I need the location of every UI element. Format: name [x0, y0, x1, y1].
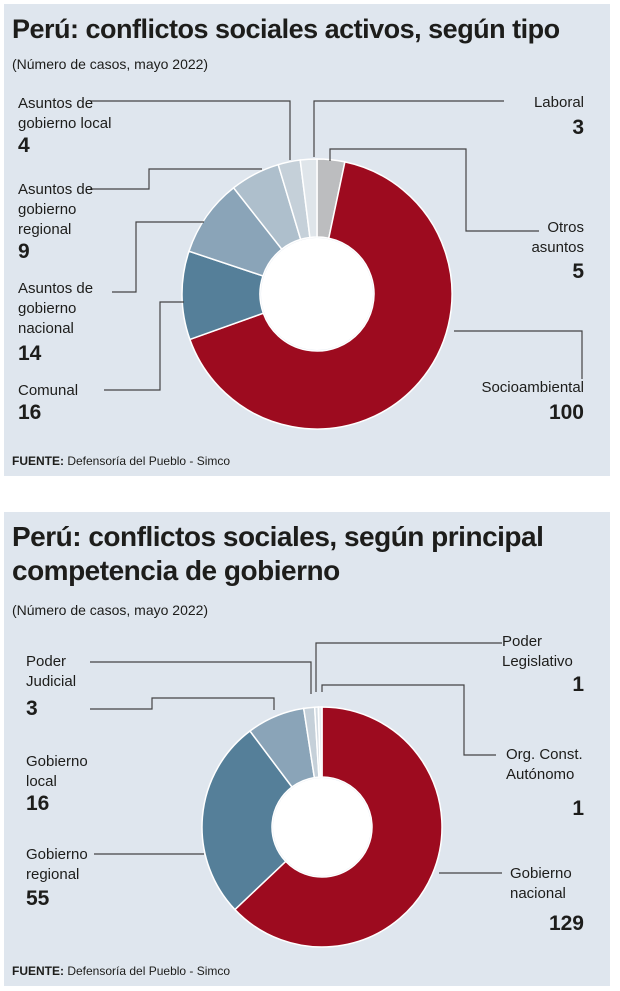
slice-laboral	[299, 158, 318, 239]
chart-subtitle: (Número de casos, mayo 2022)	[12, 56, 209, 72]
chart-panel-competencia: Perú: conflictos sociales, según princip…	[4, 512, 610, 986]
value-laboral: 3	[572, 116, 584, 139]
value-socioambiental: 100	[548, 401, 584, 424]
label-poder-judicial: Poder Judicial	[26, 653, 77, 690]
slice-gobierno-regional	[201, 729, 294, 911]
leader-line-laboral	[313, 100, 504, 157]
value-comunal: 16	[18, 401, 42, 424]
value-gobierno-regional: 55	[26, 887, 50, 910]
donut-chart-tipo	[90, 100, 583, 430]
leader-line-judicial	[90, 661, 312, 694]
label-poder-legislativo: Poder Legislativo	[502, 633, 573, 670]
leader-line-autonomo	[321, 684, 496, 756]
label-laboral: Laboral	[533, 94, 584, 111]
value-poder-legislativo: 1	[572, 673, 584, 696]
label-gobierno-nacional: Gobierno nacional	[510, 865, 572, 902]
source-note: FUENTE: Defensoría del Pueblo - Simco	[12, 454, 230, 468]
leader-line-nacional	[112, 221, 204, 293]
label-gobierno-regional: Asuntos de gobierno regional	[18, 181, 94, 238]
value-gobierno-nacional: 14	[18, 342, 42, 365]
leader-line-legislativo	[315, 642, 502, 692]
slice-poder-legislativo	[317, 706, 323, 778]
donut-chart-competencia	[90, 642, 502, 948]
label-otros-asuntos: Otros asuntos	[531, 219, 584, 256]
value-poder-judicial: 3	[26, 697, 38, 720]
chart-title: Perú: conflictos sociales, según princip…	[12, 521, 544, 586]
leader-line-socio	[454, 330, 583, 379]
value-org-const-autonomo: 1	[572, 797, 584, 820]
donut-hole	[273, 778, 371, 876]
source-text: Defensoría del Pueblo - Simco	[64, 964, 231, 978]
source-prefix: FUENTE:	[12, 964, 64, 978]
label-gobierno-regional: Gobierno regional	[26, 846, 88, 883]
label-gobierno-local: Gobierno local	[26, 753, 88, 790]
value-otros-asuntos: 5	[572, 260, 584, 283]
label-socioambiental: Socioambiental	[481, 379, 584, 396]
label-org-const-autonomo: Org. Const. Autónomo	[506, 746, 583, 783]
leader-line-local	[90, 697, 275, 710]
value-gobierno-local: 4	[18, 134, 30, 157]
label-comunal: Comunal	[18, 382, 79, 399]
label-gobierno-local: Asuntos de gobierno local	[18, 95, 112, 132]
leader-line-comunal	[104, 301, 184, 391]
label-gobierno-nacional: Asuntos de gobierno nacional	[18, 280, 94, 337]
source-prefix: FUENTE:	[12, 454, 64, 468]
chart-subtitle: (Número de casos, mayo 2022)	[12, 602, 209, 618]
value-gobierno-local: 16	[26, 792, 50, 815]
value-gobierno-regional: 9	[18, 240, 30, 263]
chart-panel-tipo: Perú: conflictos sociales activos, según…	[4, 4, 610, 476]
chart-title: Perú: conflictos sociales activos, según…	[12, 14, 560, 44]
leader-lines	[90, 100, 583, 391]
leader-lines	[90, 642, 502, 874]
value-gobierno-nacional: 129	[548, 912, 584, 935]
source-note: FUENTE: Defensoría del Pueblo - Simco	[12, 964, 230, 978]
slice-socioambiental	[188, 161, 453, 430]
donut-hole	[261, 238, 373, 350]
leader-line-otros	[329, 148, 539, 232]
slice-gobierno-nacional	[233, 706, 443, 948]
leader-line-regional	[90, 168, 262, 190]
source-text: Defensoría del Pueblo - Simco	[64, 454, 231, 468]
leader-line-local	[90, 100, 291, 160]
